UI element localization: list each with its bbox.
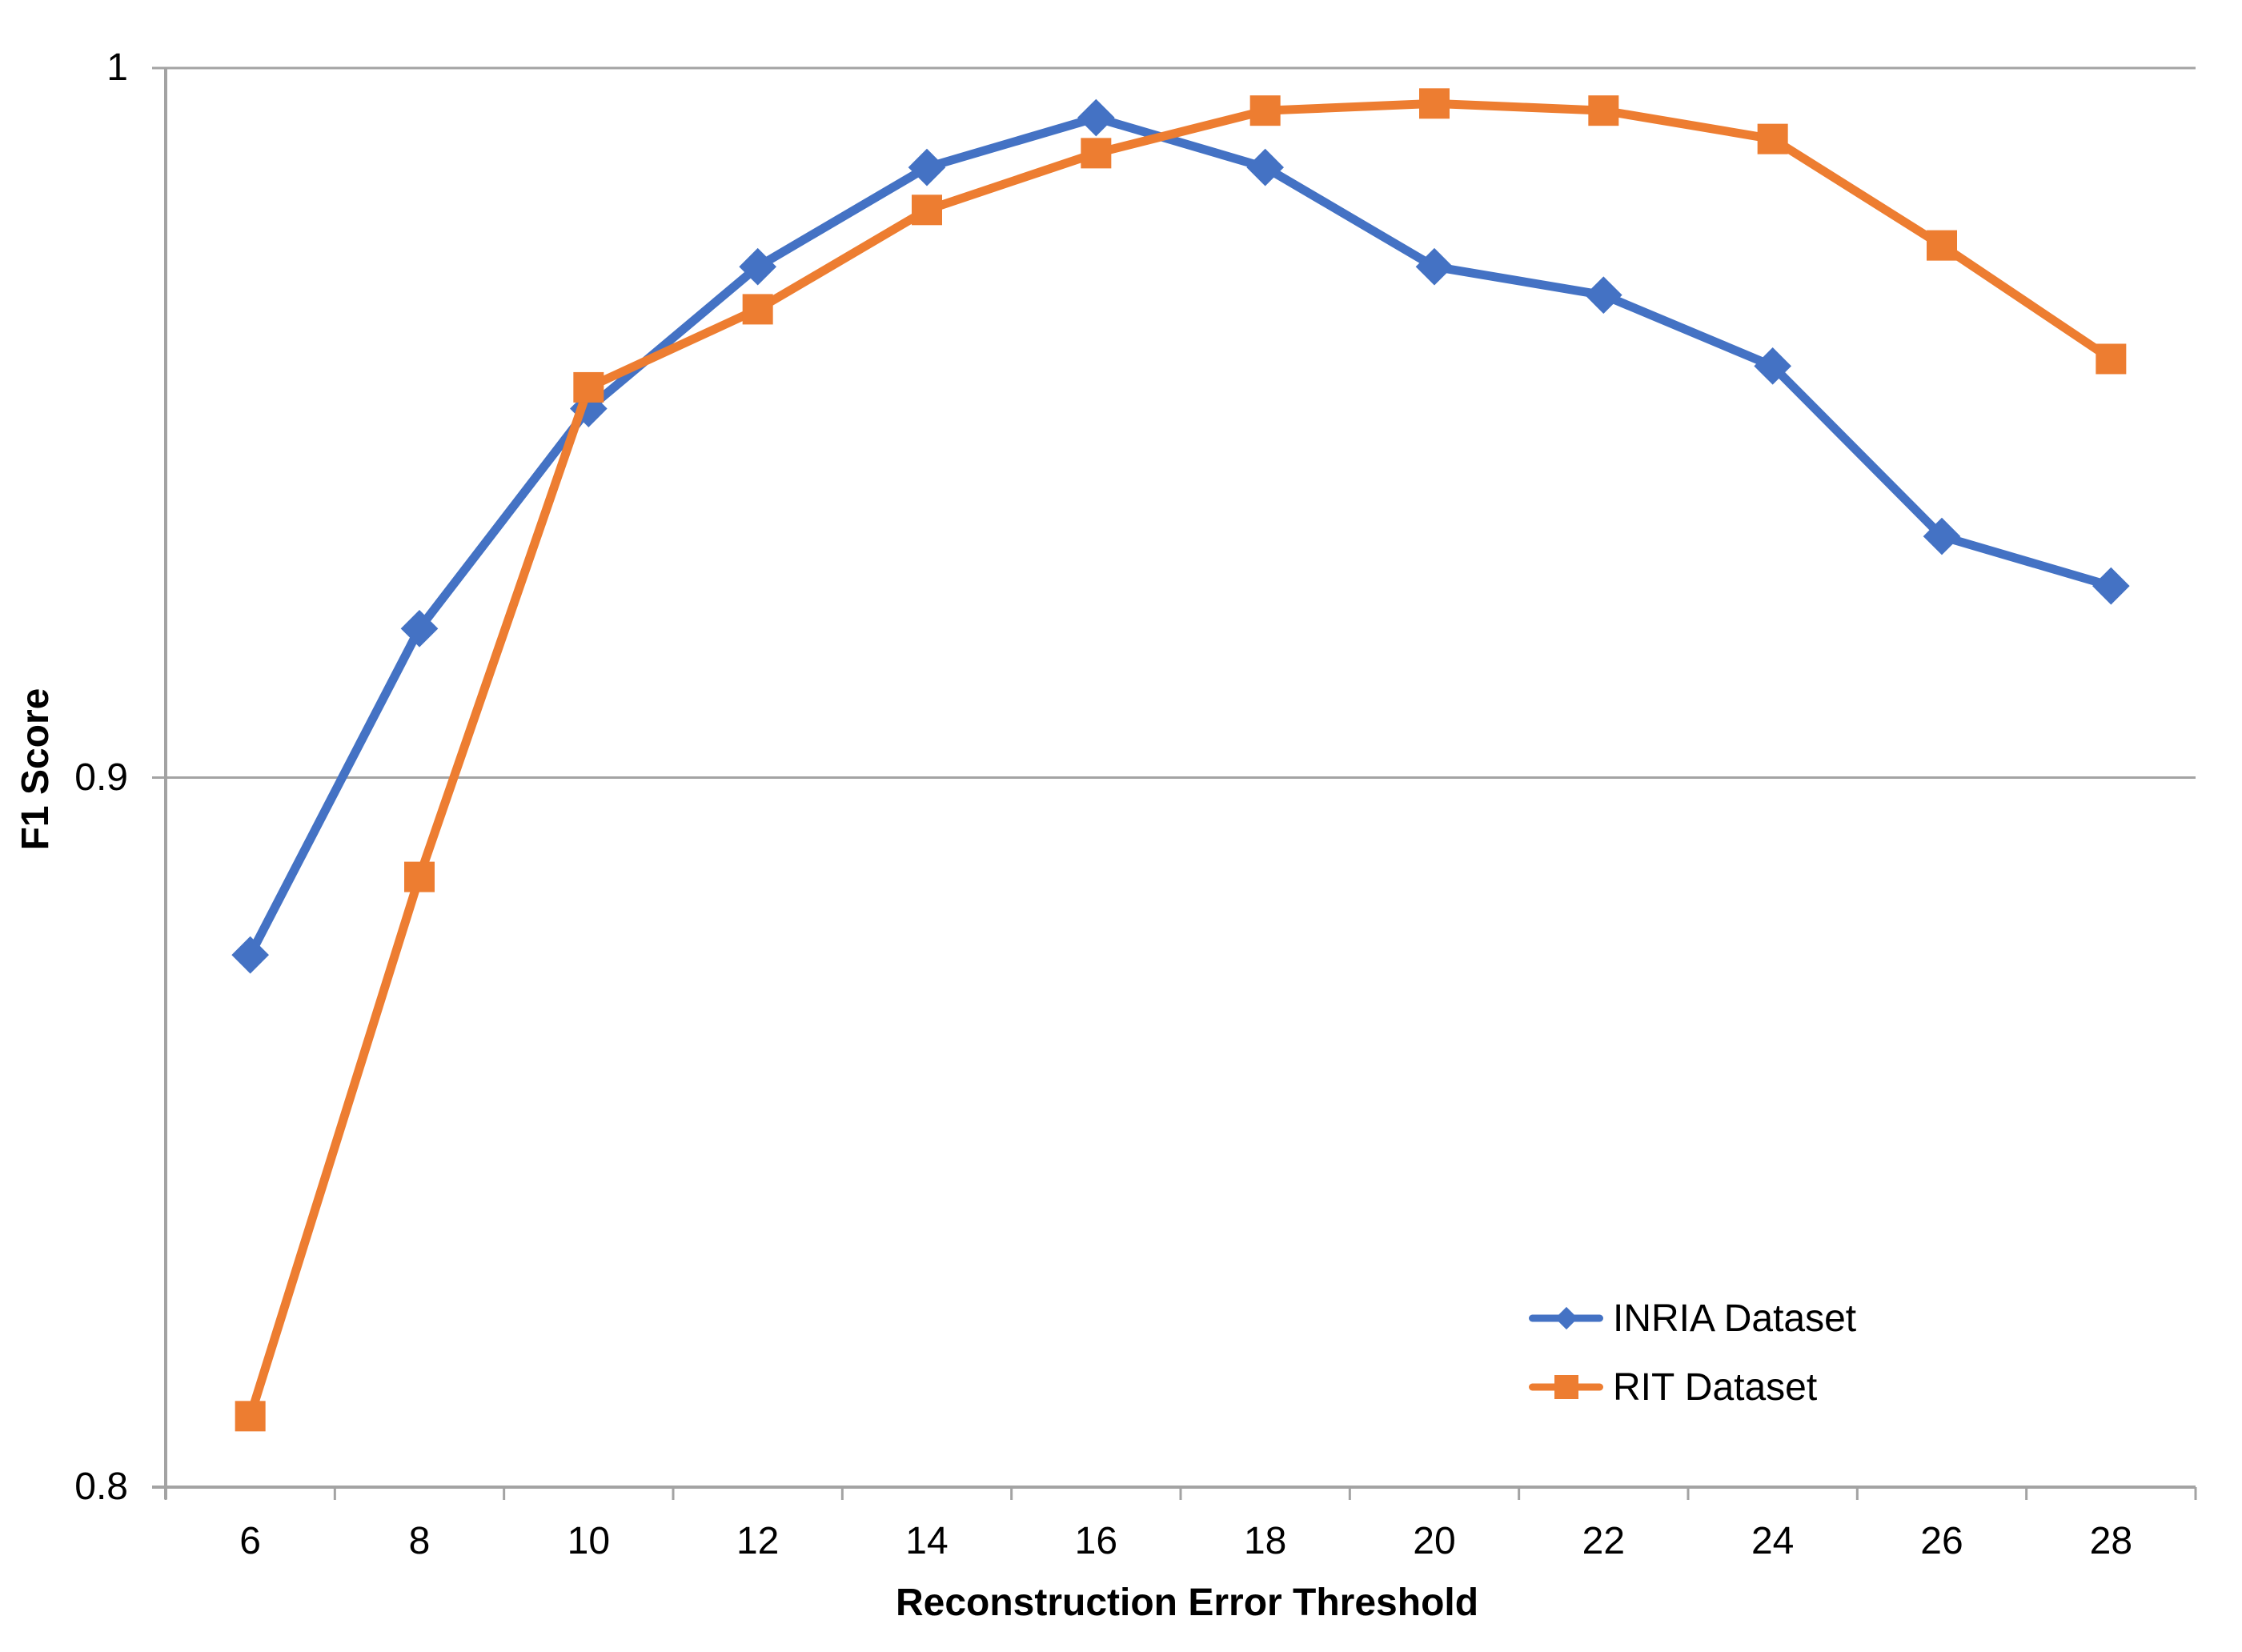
- x-tick-label: 24: [1751, 1520, 1795, 1562]
- legend-label: INRIA Dataset: [1613, 1297, 1857, 1340]
- x-tick-label: 22: [1582, 1520, 1626, 1562]
- data-point-diamond: [231, 936, 270, 974]
- data-point-square: [1927, 230, 1957, 261]
- data-point-diamond: [2092, 567, 2130, 605]
- data-point-diamond: [908, 148, 946, 186]
- data-point-square: [1588, 95, 1619, 126]
- x-tick-label: 6: [239, 1520, 261, 1562]
- data-point-square: [912, 194, 942, 226]
- series-line-diamond: [246, 113, 2116, 960]
- legend-marker-diamond: [1554, 1306, 1578, 1330]
- data-point-diamond: [1584, 276, 1622, 315]
- x-tick-label: 14: [905, 1520, 949, 1562]
- legend-item: INRIA Dataset: [1529, 1294, 1856, 1342]
- data-point-square: [2096, 343, 2127, 375]
- legend-item: RIT Dataset: [1529, 1363, 1817, 1411]
- x-tick-label: 16: [1074, 1520, 1118, 1562]
- x-tick-label: 28: [2089, 1520, 2133, 1562]
- x-tick-label: 10: [567, 1520, 611, 1562]
- x-axis-title: Reconstruction Error Threshold: [895, 1582, 1479, 1624]
- x-tick-label: 8: [408, 1520, 431, 1562]
- legend-swatch: [1529, 1294, 1603, 1342]
- x-tick-label: 12: [736, 1520, 780, 1562]
- data-point-square: [404, 861, 435, 892]
- data-point-diamond: [1923, 517, 1961, 555]
- data-point-diamond: [1246, 148, 1285, 186]
- data-point-diamond: [400, 610, 439, 648]
- data-point-square: [235, 1401, 266, 1432]
- legend-swatch: [1529, 1363, 1603, 1411]
- data-point-square: [573, 371, 604, 403]
- x-tick-label: 20: [1413, 1520, 1456, 1562]
- data-point-diamond: [1415, 247, 1454, 286]
- series-line-square: [246, 98, 2116, 1421]
- data-point-square: [742, 294, 773, 325]
- data-point-diamond: [1077, 98, 1115, 137]
- x-tick-label: 26: [1920, 1520, 1963, 1562]
- legend-label: RIT Dataset: [1613, 1365, 1818, 1409]
- y-tick-label: 1: [106, 46, 128, 89]
- data-point-diamond: [1754, 347, 1792, 385]
- y-tick-label: 0.9: [74, 756, 128, 799]
- data-point-square: [1419, 88, 1450, 119]
- y-axis-title: F1 Score: [14, 688, 57, 851]
- data-point-square: [1249, 95, 1281, 126]
- data-point-diamond: [739, 247, 777, 286]
- x-tick-label: 18: [1243, 1520, 1287, 1562]
- data-point-square: [1081, 138, 1112, 169]
- legend-marker-square: [1554, 1375, 1578, 1399]
- data-point-square: [1757, 123, 1788, 154]
- y-tick-label: 0.8: [74, 1466, 128, 1508]
